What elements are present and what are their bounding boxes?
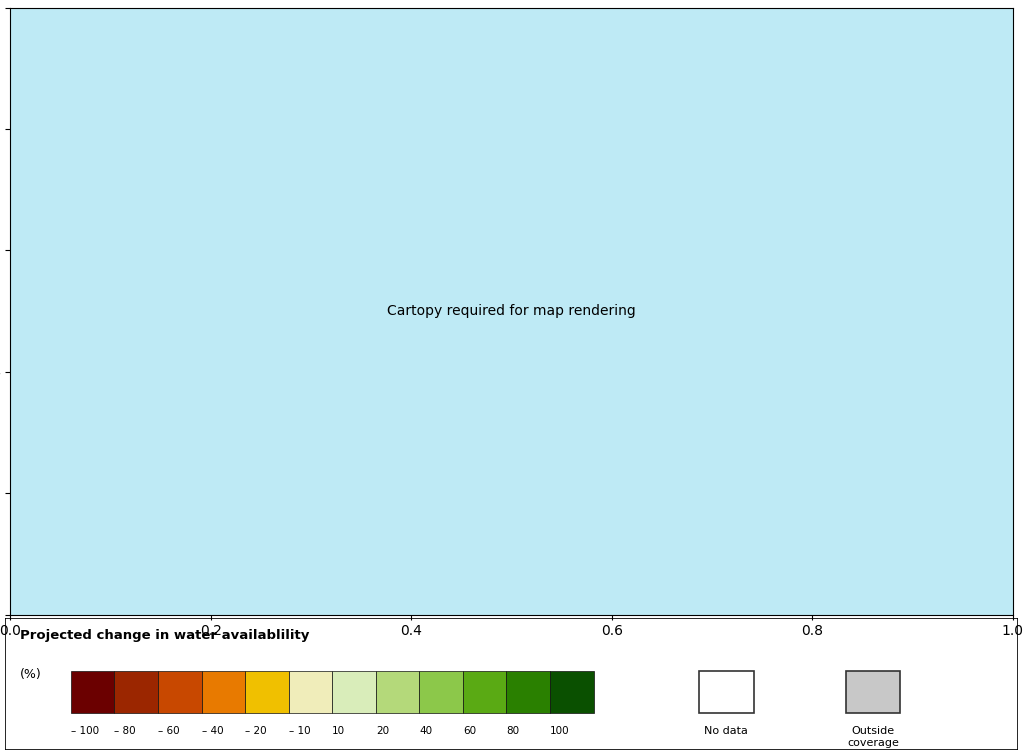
Bar xyxy=(158,671,202,713)
Text: 20: 20 xyxy=(375,727,389,737)
Bar xyxy=(699,671,754,713)
Bar xyxy=(332,671,375,713)
Bar xyxy=(846,671,900,713)
Text: (%): (%) xyxy=(20,669,42,682)
Text: – 60: – 60 xyxy=(158,727,180,737)
Bar xyxy=(375,671,419,713)
Text: 60: 60 xyxy=(462,727,476,737)
Text: 40: 40 xyxy=(419,727,433,737)
Bar xyxy=(71,671,115,713)
Bar xyxy=(419,671,462,713)
Text: – 80: – 80 xyxy=(115,727,136,737)
Bar xyxy=(202,671,246,713)
Text: No data: No data xyxy=(704,727,748,737)
Bar xyxy=(246,671,288,713)
Text: Cartopy required for map rendering: Cartopy required for map rendering xyxy=(387,304,636,318)
Text: Outside
coverage: Outside coverage xyxy=(847,727,899,748)
Text: 100: 100 xyxy=(550,727,570,737)
Text: – 10: – 10 xyxy=(288,727,310,737)
Text: – 100: – 100 xyxy=(71,727,99,737)
Text: – 20: – 20 xyxy=(246,727,267,737)
Text: 80: 80 xyxy=(506,727,520,737)
Bar xyxy=(550,671,593,713)
Text: – 40: – 40 xyxy=(202,727,223,737)
Bar xyxy=(115,671,158,713)
Bar xyxy=(288,671,332,713)
Text: 10: 10 xyxy=(332,727,346,737)
Bar xyxy=(462,671,506,713)
Text: Projected change in water availablility: Projected change in water availablility xyxy=(20,629,310,642)
Bar xyxy=(506,671,550,713)
